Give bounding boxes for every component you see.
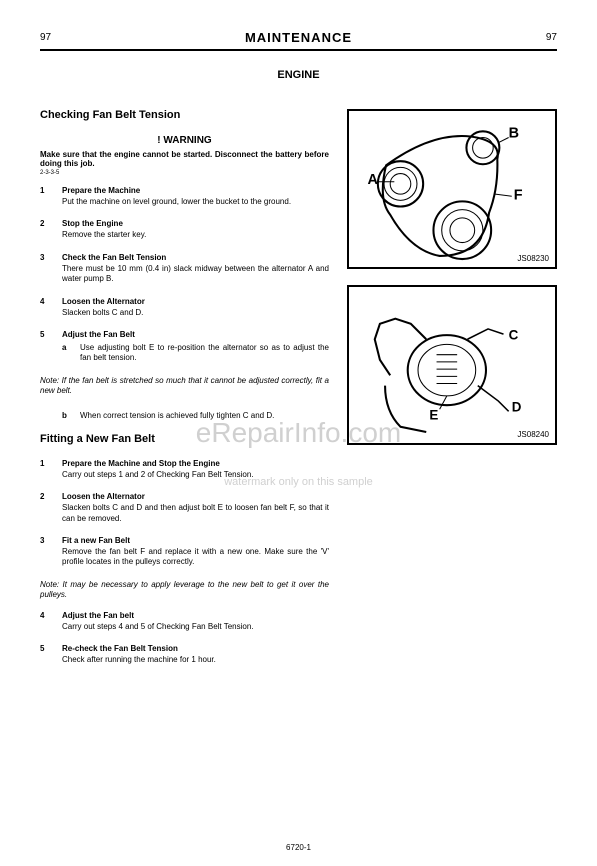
figure-2-label: JS08240 — [517, 430, 549, 439]
label-b: B — [509, 126, 519, 142]
step-num: 1 — [40, 459, 52, 480]
figure-1-label: JS08230 — [517, 254, 549, 263]
step-body: Adjust the Fan belt Carry out steps 4 an… — [62, 611, 329, 632]
footer-code: 6720-1 — [286, 843, 311, 852]
step-text: Remove the fan belt F and replace it wit… — [62, 547, 329, 568]
step-title: Loosen the Alternator — [62, 297, 329, 306]
step-2: 2 Stop the Engine Remove the starter key… — [40, 219, 329, 240]
subsection-2-title: Fitting a New Fan Belt — [40, 433, 329, 445]
substep-text: When correct tension is achieved fully t… — [80, 411, 274, 421]
step-1: 1 Prepare the Machine Put the machine on… — [40, 186, 329, 207]
step-2-5: 5 Re-check the Fan Belt Tension Check af… — [40, 644, 329, 665]
step-text: Slacken bolts C and D and then adjust bo… — [62, 503, 329, 524]
page-number-left: 97 — [40, 32, 51, 43]
content-area: Checking Fan Belt Tension ! WARNING Make… — [40, 109, 557, 677]
step-text: Carry out steps 1 and 2 of Checking Fan … — [62, 470, 329, 480]
step-num: 3 — [40, 253, 52, 285]
step-title: Loosen the Alternator — [62, 492, 329, 501]
step-text: Remove the starter key. — [62, 230, 329, 240]
substep-b: b When correct tension is achieved fully… — [62, 411, 329, 421]
step-body: Re-check the Fan Belt Tension Check afte… — [62, 644, 329, 665]
step-text: There must be 10 mm (0.4 in) slack midwa… — [62, 264, 329, 285]
note-1: Note: If the fan belt is stretched so mu… — [40, 376, 329, 397]
step-body: Prepare the Machine and Stop the Engine … — [62, 459, 329, 480]
step-2-3: 3 Fit a new Fan Belt Remove the fan belt… — [40, 536, 329, 568]
substep-letter: b — [62, 411, 72, 421]
note-2: Note: It may be necessary to apply lever… — [40, 580, 329, 601]
label-e: E — [429, 408, 438, 423]
step-body: Stop the Engine Remove the starter key. — [62, 219, 329, 240]
right-column: A B F JS08230 C — [347, 109, 557, 677]
step-text: Slacken bolts C and D. — [62, 308, 329, 318]
step-4: 4 Loosen the Alternator Slacken bolts C … — [40, 297, 329, 318]
warning-code: 2-3-3-5 — [40, 170, 329, 176]
step-body: Prepare the Machine Put the machine on l… — [62, 186, 329, 207]
step-title: Check the Fan Belt Tension — [62, 253, 329, 262]
step-num: 5 — [40, 330, 52, 364]
label-a: A — [368, 172, 379, 188]
substep-a: a Use adjusting bolt E to re-position th… — [62, 343, 329, 364]
warning-label: ! WARNING — [40, 135, 329, 146]
subsection-1-title: Checking Fan Belt Tension — [40, 109, 329, 121]
step-title: Fit a new Fan Belt — [62, 536, 329, 545]
step-3: 3 Check the Fan Belt Tension There must … — [40, 253, 329, 285]
step-num: 2 — [40, 219, 52, 240]
step-title: Prepare the Machine and Stop the Engine — [62, 459, 329, 468]
step-num: 1 — [40, 186, 52, 207]
figure-2: C E D JS08240 — [347, 285, 557, 445]
step-body: Check the Fan Belt Tension There must be… — [62, 253, 329, 285]
substep-letter: a — [62, 343, 72, 364]
step-body: Loosen the Alternator Slacken bolts C an… — [62, 492, 329, 524]
step-text: Carry out steps 4 and 5 of Checking Fan … — [62, 622, 329, 632]
left-column: Checking Fan Belt Tension ! WARNING Make… — [40, 109, 329, 677]
step-title: Stop the Engine — [62, 219, 329, 228]
step-num: 4 — [40, 611, 52, 632]
label-c: C — [509, 327, 519, 342]
substep-text: Use adjusting bolt E to re-position the … — [80, 343, 329, 364]
substep-b-wrapper: b When correct tension is achieved fully… — [40, 407, 329, 421]
page-number-right: 97 — [546, 32, 557, 43]
step-title: Adjust the Fan belt — [62, 611, 329, 620]
step-5: 5 Adjust the Fan Belt a Use adjusting bo… — [40, 330, 329, 364]
header-title: MAINTENANCE — [245, 30, 352, 45]
step-num: 2 — [40, 492, 52, 524]
step-body: Fit a new Fan Belt Remove the fan belt F… — [62, 536, 329, 568]
step-num: 3 — [40, 536, 52, 568]
step-text: Check after running the machine for 1 ho… — [62, 655, 329, 665]
step-body: b When correct tension is achieved fully… — [62, 407, 329, 421]
step-title: Prepare the Machine — [62, 186, 329, 195]
page-header: 97 MAINTENANCE 97 — [40, 30, 557, 51]
belt-diagram-icon: A B F — [349, 111, 555, 267]
step-title: Adjust the Fan Belt — [62, 330, 329, 339]
step-num: 5 — [40, 644, 52, 665]
step-2-1: 1 Prepare the Machine and Stop the Engin… — [40, 459, 329, 480]
step-body: Adjust the Fan Belt a Use adjusting bolt… — [62, 330, 329, 364]
step-2-2: 2 Loosen the Alternator Slacken bolts C … — [40, 492, 329, 524]
label-f: F — [514, 187, 523, 203]
step-num: 4 — [40, 297, 52, 318]
step-title: Re-check the Fan Belt Tension — [62, 644, 329, 653]
alternator-diagram-icon: C E D — [349, 287, 555, 443]
figure-1: A B F JS08230 — [347, 109, 557, 269]
step-body: Loosen the Alternator Slacken bolts C an… — [62, 297, 329, 318]
warning-text: Make sure that the engine cannot be star… — [40, 150, 329, 168]
label-d: D — [512, 399, 522, 414]
step-num-blank — [40, 407, 52, 421]
step-text: Put the machine on level ground, lower t… — [62, 197, 329, 207]
step-2-4: 4 Adjust the Fan belt Carry out steps 4 … — [40, 611, 329, 632]
section-title: ENGINE — [40, 69, 557, 81]
